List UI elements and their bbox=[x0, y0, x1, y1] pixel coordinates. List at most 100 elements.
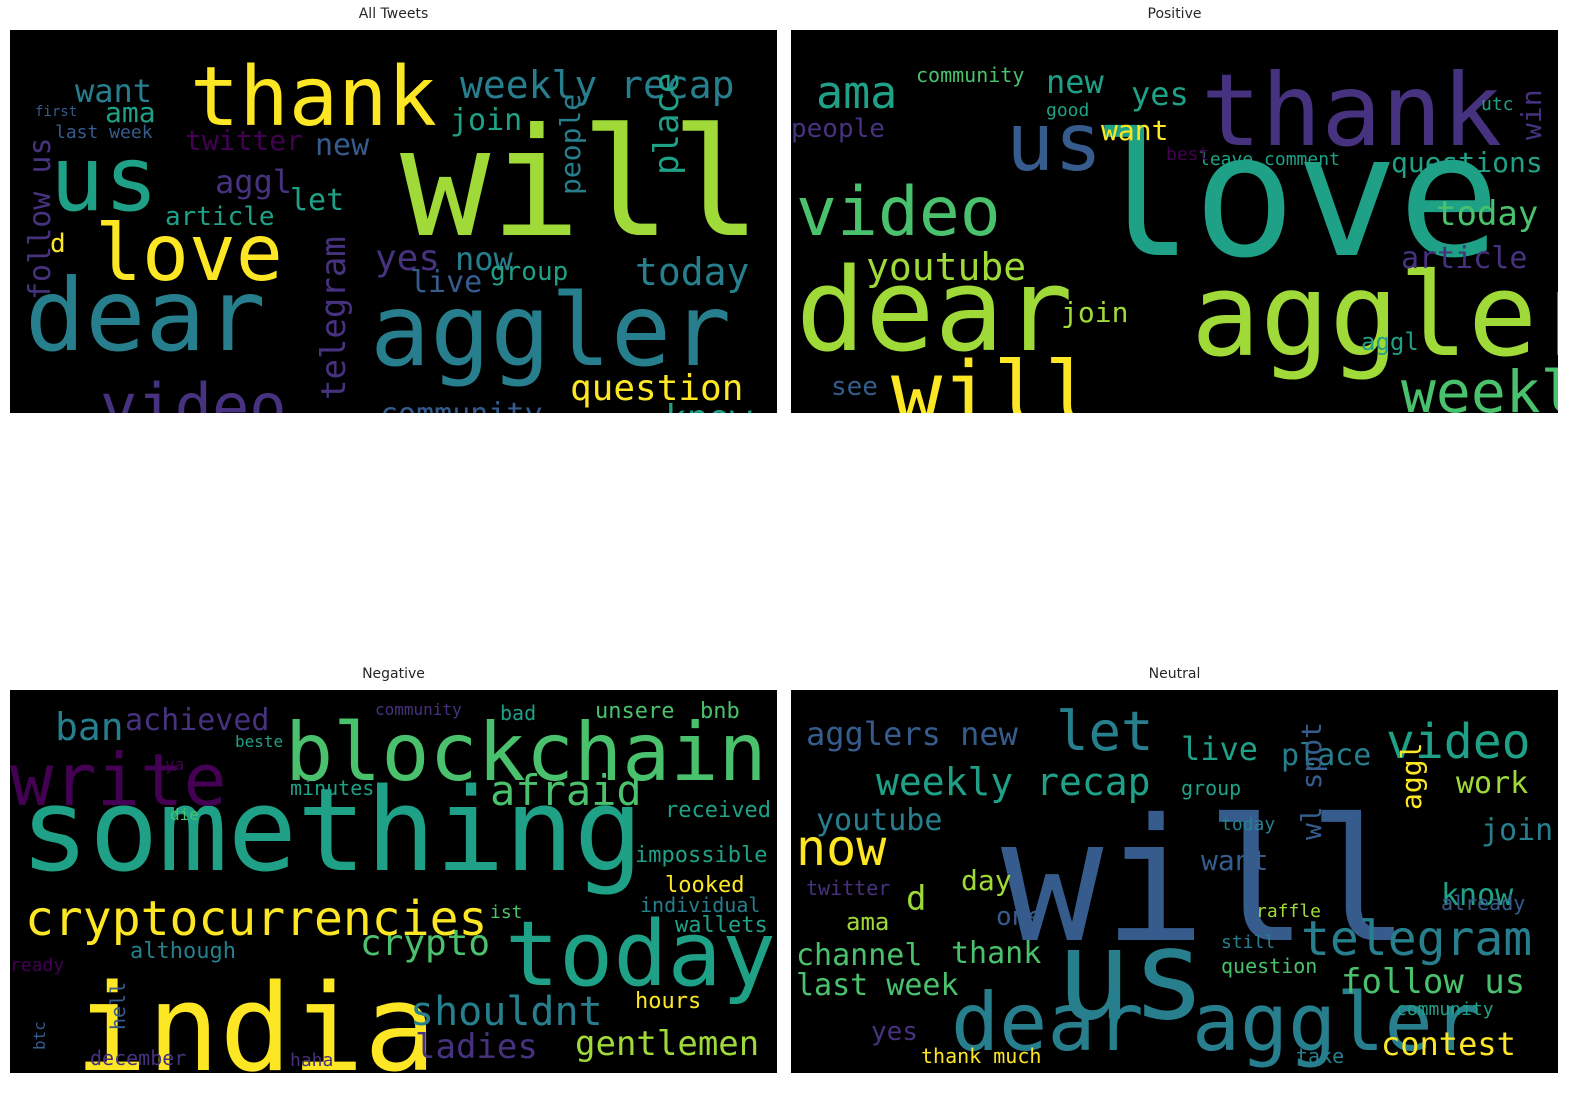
word-dear-aggler: dear aggler bbox=[951, 976, 1481, 1069]
word-ama: ama bbox=[846, 908, 889, 936]
word-place: place bbox=[647, 73, 687, 175]
word-telegram: telegram bbox=[1301, 911, 1532, 967]
word-article: article bbox=[165, 202, 275, 232]
word-although: although bbox=[130, 939, 236, 964]
word-raffle: raffle bbox=[1256, 901, 1321, 922]
word-thank: thank bbox=[190, 50, 437, 145]
word-yes: yes bbox=[375, 238, 440, 279]
word-join: join bbox=[1061, 296, 1128, 329]
word-follow-us: follow us bbox=[1341, 962, 1525, 1002]
word-hours: hours bbox=[635, 989, 701, 1014]
panel-title: Neutral bbox=[1148, 666, 1201, 682]
word-one: one bbox=[996, 902, 1043, 932]
word-ama: ama bbox=[105, 96, 156, 129]
word-place: place bbox=[1281, 738, 1371, 773]
word-now: now bbox=[455, 240, 514, 278]
word-now: now bbox=[796, 819, 887, 877]
word-minutes: minutes bbox=[290, 776, 374, 800]
word-december: december bbox=[90, 1046, 186, 1070]
word-weekly-recap: weekly recap bbox=[876, 760, 1151, 804]
word-agglers-new: agglers new bbox=[806, 715, 1019, 753]
word-blockchain: blockchain bbox=[285, 706, 767, 799]
word-gentlemen: gentlemen bbox=[575, 1024, 759, 1064]
word-impossible: impossible bbox=[635, 843, 767, 868]
word-crypto: crypto bbox=[360, 923, 490, 964]
word-work: work bbox=[1456, 766, 1528, 801]
word-last-week: last week bbox=[55, 122, 153, 143]
word-dear: dear bbox=[25, 257, 266, 374]
word-thank: thank bbox=[951, 936, 1041, 971]
word-us: us bbox=[1056, 903, 1207, 1048]
word-contest: contest bbox=[1381, 1025, 1516, 1063]
word-aggler: aggler bbox=[1191, 249, 1558, 383]
word-aggl: aggl bbox=[1361, 328, 1419, 356]
word-questions: questions bbox=[1391, 146, 1543, 179]
word-live: live bbox=[410, 265, 482, 300]
word-btc: btc bbox=[30, 1021, 49, 1050]
word-wallets: wallets bbox=[675, 913, 768, 938]
word-community: community bbox=[916, 63, 1024, 87]
word-cloud: will dear aggler us thank love video weekly rec… bbox=[10, 30, 777, 413]
word-shouldnt: shouldnt bbox=[410, 989, 603, 1035]
word-video: video bbox=[796, 173, 1001, 252]
word-aggl: aggl bbox=[1395, 743, 1428, 810]
word-take: take bbox=[1296, 1044, 1344, 1068]
word-will: will bbox=[1001, 783, 1410, 981]
word-aggl: aggl bbox=[215, 163, 292, 201]
word-twitter: twitter bbox=[185, 124, 303, 157]
word-today: today bbox=[505, 902, 776, 1007]
word-aggler: aggler bbox=[370, 272, 731, 389]
panel-all-tweets: All Tweets will dear aggler us thank love vide… bbox=[10, 0, 777, 415]
panel-negative: Negative something india today blockchain wr… bbox=[10, 660, 777, 1075]
word-ya: ya bbox=[165, 755, 184, 774]
word-bnb: bnb bbox=[700, 699, 740, 724]
word-dear: dear bbox=[796, 244, 1073, 378]
word-want: want bbox=[75, 72, 152, 110]
word-good: good bbox=[1046, 100, 1089, 121]
word-last-week: last week bbox=[796, 968, 959, 1003]
word-will: will bbox=[400, 97, 761, 271]
word-article: article bbox=[1401, 241, 1527, 276]
word-cloud-svg: something india today blockchain write crypto… bbox=[10, 699, 776, 1073]
word-looked: looked bbox=[665, 873, 744, 898]
word-us: us bbox=[50, 127, 158, 232]
word-weekly-recap: weekly recap bbox=[460, 63, 735, 107]
word-thank: thank bbox=[1201, 52, 1502, 169]
word-group: group bbox=[490, 257, 568, 287]
word-telegram: telegram bbox=[314, 236, 354, 400]
word-know: know bbox=[1441, 878, 1514, 913]
word-die: die bbox=[170, 805, 199, 824]
word-today: today bbox=[635, 250, 749, 294]
word-know: know bbox=[665, 398, 752, 413]
word-write: write bbox=[10, 738, 227, 822]
panel-neutral: Neutral will us dear aggler video telegram le… bbox=[791, 660, 1558, 1075]
word-already: already bbox=[1441, 891, 1525, 915]
word-people: people bbox=[791, 114, 885, 144]
word-community: community bbox=[380, 397, 543, 413]
word-us: us bbox=[1006, 96, 1102, 189]
panel-title: All Tweets bbox=[358, 6, 429, 22]
word-cloud: something india today blockchain write crypto… bbox=[10, 690, 777, 1073]
word-afraid: afraid bbox=[490, 766, 642, 815]
word-yes: yes bbox=[871, 1017, 918, 1047]
word-still: still bbox=[1221, 932, 1275, 953]
word-community: community bbox=[1396, 999, 1494, 1020]
word-weekly-recap: weekly recap bbox=[1401, 358, 1558, 413]
word-live: live bbox=[1181, 730, 1258, 768]
word-people: people bbox=[554, 94, 587, 195]
panel-title: Negative bbox=[362, 666, 425, 682]
word-follow-us: follow us bbox=[23, 137, 58, 300]
word-new: new bbox=[1046, 63, 1105, 101]
word-day: day bbox=[961, 864, 1012, 897]
word-question: question bbox=[570, 368, 743, 409]
word-ama: ama bbox=[816, 66, 897, 119]
word-wl-spot: wl spot bbox=[1295, 722, 1328, 840]
word-unsere: unsere bbox=[595, 699, 674, 724]
word-cryptocurrencies: cryptocurrencies bbox=[25, 891, 487, 947]
word-want: want bbox=[1101, 114, 1168, 147]
word-join: join bbox=[1481, 813, 1553, 848]
word-ist: ist bbox=[490, 902, 523, 923]
word-let: let bbox=[290, 183, 344, 218]
